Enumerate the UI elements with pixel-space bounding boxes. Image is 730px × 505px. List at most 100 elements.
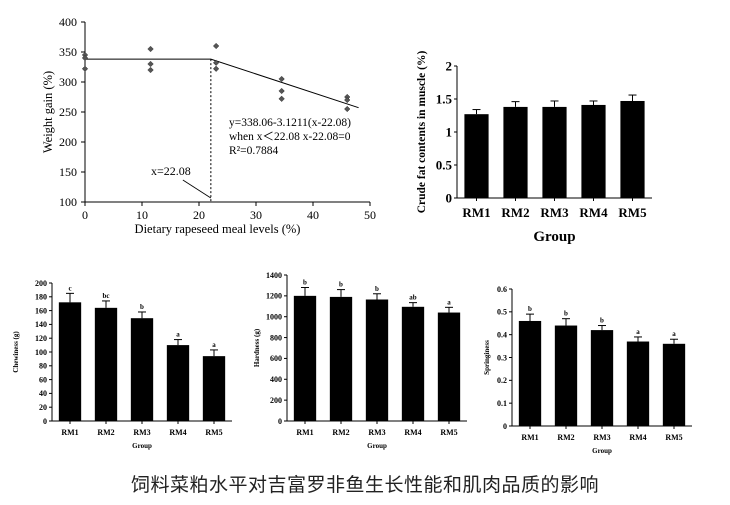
breakpoint-pointer [182,179,212,199]
springiness-category-label: RM5 [665,433,682,442]
springiness-y-tick-label: 0.6 [497,285,507,294]
chewiness-category-label: RM1 [61,428,78,437]
springiness-bar [554,325,578,426]
crude-fat-category-label: RM1 [462,205,490,220]
springiness-y-axis-label: Springiness [483,340,491,375]
chewiness-y-tick-label: 80 [39,362,47,371]
chewiness-significance-letter: a [212,341,216,349]
hardness-y-tick-label: 200 [270,396,282,405]
springiness-category-label: RM4 [629,433,646,442]
chewiness-category-label: RM5 [205,428,222,437]
springiness-y-tick-label: 0.3 [497,353,507,362]
chewiness-category-label: RM3 [133,428,150,437]
crude-fat-category-label: RM4 [579,205,608,220]
hardness-x-axis-label: Group [367,442,387,450]
breakpoint-label: x=22.08 [151,164,191,178]
crude-fat-category-label: RM3 [540,205,569,220]
hardness-significance-letter: a [447,298,451,306]
chewiness-y-tick-label: 20 [39,403,47,412]
chewiness-y-tick-label: 40 [39,389,47,398]
weight-gain-point [212,65,220,72]
chewiness-bar [202,356,226,421]
hardness-y-tick-label: 1000 [266,313,282,322]
weight-gain-y-tick-label: 150 [59,165,77,179]
springiness-y-tick-label: 0.1 [497,399,507,408]
chewiness-significance-letter: c [68,284,71,292]
hardness-category-label: RM3 [368,428,385,437]
weight-gain-y-tick-label: 200 [59,135,77,149]
hardness-category-label: RM2 [332,428,349,437]
regression-line [85,58,359,109]
chewiness-y-tick-label: 140 [35,320,47,329]
chewiness-y-tick-label: 0 [43,417,47,426]
springiness-significance-letter: a [672,330,676,338]
chewiness-y-tick-label: 180 [35,293,47,302]
weight-gain-point [344,96,351,104]
springiness-significance-letter: b [528,305,532,313]
springiness-bar [518,320,542,426]
weight-gain-x-axis-label: Dietary rapeseed meal levels (%) [135,222,301,236]
weight-gain-point [212,42,220,50]
springiness-y-tick-label: 0.5 [497,308,507,317]
figure-caption: 饲料菜粕水平对吉富罗非鱼生长性能和肌肉品质的影响 [130,474,599,496]
crude-fat-category-label: RM5 [618,205,647,220]
chewiness-x-axis-label: Group [132,442,152,450]
crude-fat-y-tick-label: 1.5 [436,92,453,107]
crude-fat-y-tick-label: 1 [446,125,453,140]
hardness-significance-letter: b [339,281,343,289]
hardness-y-tick-label: 600 [270,354,282,363]
weight-gain-x-tick-label: 20 [193,208,205,222]
hardness-y-tick-label: 800 [270,333,282,342]
weight-gain-x-tick-label: 40 [307,208,319,222]
regression-equation-line: y=338.06-3.1211(x-22.08) [229,117,351,129]
springiness-bar [626,341,650,426]
hardness-bar [437,312,461,421]
hardness-significance-letter: b [375,285,379,293]
hardness-significance-letter: b [303,279,307,287]
springiness-significance-letter: b [564,310,568,318]
weight-gain-x-tick-label: 30 [250,208,262,222]
weight-gain-point [278,75,285,83]
springiness-significance-letter: a [636,328,640,336]
weight-gain-y-tick-label: 100 [59,195,77,209]
weight-gain-point [147,66,154,74]
regression-equation-line: when x＜22.08 x-22.08=0 [229,131,351,143]
weight-gain-y-axis-label: Weight gain (%) [41,71,55,153]
springiness-category-label: RM1 [521,433,538,442]
chewiness-y-tick-label: 200 [35,279,47,288]
weight-gain-x-tick-label: 50 [364,208,376,222]
springiness-category-label: RM3 [593,433,610,442]
hardness-y-tick-label: 0 [278,417,282,426]
crude-fat-y-tick-label: 0.5 [436,158,453,173]
springiness-y-tick-label: 0.2 [497,376,507,385]
chewiness-bar [94,307,118,421]
hardness-category-label: RM5 [440,428,457,437]
weight-gain-point [278,87,285,95]
weight-gain-y-tick-label: 350 [59,45,77,59]
weight-gain-point [212,59,220,66]
weight-gain-y-tick-label: 300 [59,75,77,89]
weight-gain-y-tick-label: 400 [59,15,77,29]
crude-fat-y-tick-label: 2 [446,59,453,74]
springiness-bar [662,343,686,426]
chewiness-bar [130,318,154,421]
weight-gain-y-tick-label: 250 [59,105,77,119]
chewiness-y-tick-label: 60 [39,375,47,384]
hardness-y-tick-label: 400 [270,375,282,384]
weight-gain-point [81,54,89,62]
hardness-y-tick-label: 1400 [266,271,282,280]
chewiness-significance-letter: bc [103,292,110,300]
weight-gain-x-tick-label: 0 [82,208,88,222]
chewiness-category-label: RM2 [97,428,114,437]
hardness-category-label: RM4 [404,428,421,437]
crude-fat-bar [581,104,606,198]
chewiness-y-tick-label: 100 [35,348,47,357]
weight-gain-point [147,45,154,53]
crude-fat-bar [542,106,567,198]
hardness-significance-letter: ab [409,294,417,302]
chewiness-significance-letter: b [140,303,144,311]
chewiness-y-axis-label: Chewiness (g) [12,331,20,373]
springiness-bar [590,330,614,426]
chewiness-y-tick-label: 160 [35,306,47,315]
